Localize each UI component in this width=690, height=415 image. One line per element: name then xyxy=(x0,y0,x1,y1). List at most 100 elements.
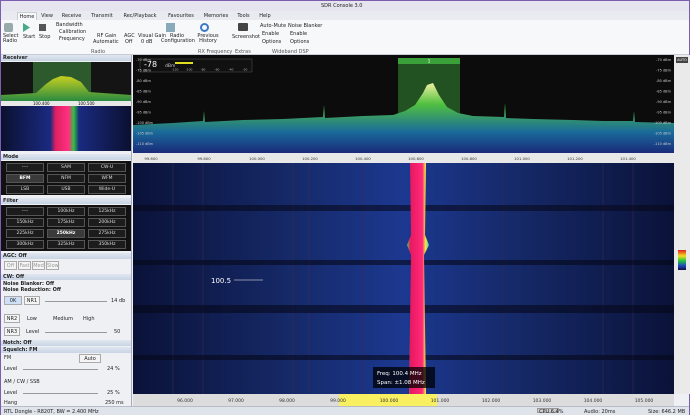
option-button[interactable]: 125kHz xyxy=(88,207,126,216)
option-button[interactable]: CW-U xyxy=(88,163,126,172)
panel-header: Filter xyxy=(1,198,131,204)
tab[interactable]: Receive xyxy=(61,13,82,19)
rf-gain-value[interactable]: Automatic xyxy=(93,39,119,45)
agc-button[interactable]: Fast xyxy=(18,261,31,270)
option-button[interactable]: USB xyxy=(47,185,85,194)
auto-button[interactable] xyxy=(676,57,688,63)
icon xyxy=(238,23,248,31)
nr2-button[interactable]: NR2 xyxy=(4,314,20,323)
tab[interactable]: Memories xyxy=(203,13,229,19)
group-label: Extras xyxy=(235,49,251,55)
agc-button[interactable]: Med xyxy=(32,261,45,270)
option-button[interactable]: ---- xyxy=(6,163,44,172)
freq-label: 103.000 xyxy=(533,398,552,404)
option-button[interactable]: BFM xyxy=(6,174,44,183)
option-button[interactable]: LSB xyxy=(6,185,44,194)
tooltip xyxy=(373,367,435,388)
stop-button[interactable]: Stop xyxy=(39,34,51,40)
slider[interactable] xyxy=(45,332,107,333)
option-button[interactable]: 200kHz xyxy=(88,218,126,227)
freq-label: 100.200 xyxy=(302,156,318,161)
freq-label: 100.400 xyxy=(355,156,371,161)
option-button[interactable]: 325kHz xyxy=(47,240,85,249)
radio-low[interactable]: Low xyxy=(27,316,37,322)
freq-label: 98.000 xyxy=(279,398,295,404)
db-label: -110 dBm xyxy=(654,142,672,146)
radio-high[interactable]: High xyxy=(83,316,95,322)
nr3-button[interactable]: NR3 xyxy=(4,327,20,336)
select-radio-button[interactable]: Select Radio xyxy=(3,33,19,44)
nr1-button[interactable]: NR1 xyxy=(24,296,40,305)
display: 1 -78 dBm 100.5 Freq: 100.4 MHz Span: ±1… xyxy=(133,55,690,406)
previous-history-button[interactable]: Previous History xyxy=(197,33,219,44)
fm-checkbox[interactable]: FM xyxy=(4,355,12,361)
slider[interactable] xyxy=(23,393,98,394)
tab[interactable]: Favourites xyxy=(168,13,194,19)
option-button[interactable]: ---- xyxy=(6,207,44,216)
agc-value[interactable]: Off xyxy=(125,39,133,45)
option-button[interactable]: 275kHz xyxy=(88,229,126,238)
ribbon: Select Radio Start Stop Bandwidth Calibr… xyxy=(1,20,689,55)
title-bar: SDR Console 3.0 Style xyxy=(1,1,689,17)
status-bar: RTL Dongle - R820T, BW = 2.400 MHz CPU 6… xyxy=(1,406,689,415)
enable-checkbox[interactable]: Enable xyxy=(262,31,280,37)
tab[interactable]: Tools xyxy=(237,13,250,19)
filter-grid: ---- 100kHz 125kHz 150kHz 175kHz 200kHz 225kHz… xyxy=(1,205,131,251)
option-button[interactable]: SAM xyxy=(47,163,85,172)
freq-label: 105.000 xyxy=(635,398,654,404)
tab[interactable]: Home xyxy=(17,12,37,20)
ok-button[interactable]: 0K xyxy=(4,296,22,305)
db-label: -95 dBm xyxy=(656,111,671,115)
option-button[interactable]: 250kHz xyxy=(47,229,85,238)
value: 250 ms xyxy=(105,400,124,406)
agc-button[interactable]: Off xyxy=(4,261,17,270)
receiver-preview: 100.400 100.500 xyxy=(1,62,131,151)
tab[interactable]: Transmit xyxy=(91,13,113,19)
auto-label[interactable]: AUTO xyxy=(677,58,687,62)
meter-scale-label: -40 xyxy=(229,68,234,72)
options-button[interactable]: Options xyxy=(262,39,282,45)
meter-scale-label: -80 xyxy=(201,68,206,72)
db-label: -95 dBm xyxy=(136,111,151,115)
slider[interactable] xyxy=(23,369,98,370)
slider[interactable] xyxy=(45,301,107,302)
visual-gain-value[interactable]: 0 dB xyxy=(141,39,153,45)
option-button[interactable]: 225kHz xyxy=(6,229,44,238)
mode-grid: ---- SAM CW-U BFM NFM WFM LSB USB Wide-U xyxy=(1,161,131,195)
option-button[interactable]: 175kHz xyxy=(47,218,85,227)
meter-scale-label: -120 xyxy=(172,68,179,72)
option-button[interactable]: 300kHz xyxy=(6,240,44,249)
meter-scale-label: -60 xyxy=(215,68,220,72)
option-button[interactable]: Wide-U xyxy=(88,185,126,194)
bandwidth-button[interactable]: Bandwidth xyxy=(56,22,83,28)
screenshot-button[interactable]: Screenshot xyxy=(232,34,260,40)
mini-freq-label: 100.400 xyxy=(33,101,50,106)
frequency-button[interactable]: Frequency xyxy=(59,36,85,42)
right-scale xyxy=(674,55,690,394)
option-button[interactable]: WFM xyxy=(88,174,126,183)
agc-button[interactable]: Slow xyxy=(46,261,59,270)
option-button[interactable]: NFM xyxy=(47,174,85,183)
tab-bar: Home View Receive Transmit Rec/Playback Favou… xyxy=(1,11,689,20)
option-button[interactable]: 100kHz xyxy=(47,207,85,216)
radio-medium[interactable]: Medium xyxy=(53,316,73,322)
calibration-button[interactable]: Calibration xyxy=(59,29,87,35)
radio-configuration-button[interactable]: Radio Configuration xyxy=(161,33,195,44)
options-button[interactable]: Options xyxy=(290,39,310,45)
option-button[interactable]: 150kHz xyxy=(6,218,44,227)
freq-label: 101.200 xyxy=(567,156,583,161)
tab[interactable]: View xyxy=(41,13,53,19)
freq-label: 99.000 xyxy=(330,398,346,404)
db-label: -70 dBm xyxy=(656,58,671,62)
start-button[interactable]: Start xyxy=(23,34,36,40)
tab[interactable]: Rec/Playback xyxy=(123,13,157,19)
db-label: -110 dBm xyxy=(136,142,154,146)
enable-checkbox[interactable]: Enable xyxy=(290,31,308,37)
auto-button[interactable]: Auto xyxy=(79,354,101,363)
tab[interactable]: Help xyxy=(259,13,271,19)
freq-label: 99.800 xyxy=(197,156,211,161)
option-button[interactable]: 350kHz xyxy=(88,240,126,249)
cpu-status: CPU 6.4% xyxy=(539,409,564,415)
am-checkbox[interactable]: AM / CW / SSB xyxy=(4,379,40,385)
